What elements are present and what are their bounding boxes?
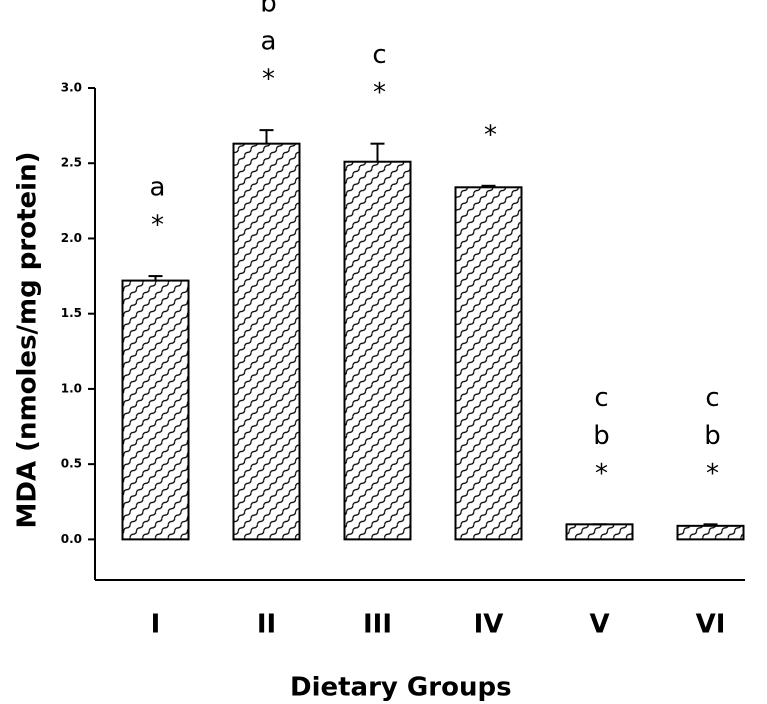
x-axis-label: Dietary Groups [290, 673, 512, 703]
annotation: b [704, 421, 721, 451]
x-tick-label: I [151, 610, 161, 640]
annotation: c [705, 383, 719, 413]
x-tick-label: V [589, 610, 609, 640]
bar [676, 524, 745, 541]
annotation: * [262, 65, 275, 95]
x-tick-label: II [257, 610, 276, 640]
bar [343, 160, 412, 541]
annotation: a [261, 27, 277, 57]
y-tick-label: 1.5 [61, 306, 82, 320]
bar [232, 142, 301, 541]
y-tick-label: 3.0 [61, 81, 82, 95]
y-tick-label: 2.5 [61, 156, 82, 170]
annotation: b [260, 0, 277, 19]
bar [565, 523, 634, 541]
annotation: b [593, 421, 610, 451]
x-tick-label: VI [696, 610, 726, 640]
annotation: * [373, 78, 386, 108]
annotation: a [150, 173, 166, 203]
annotation: c [594, 383, 608, 413]
y-tick-label: 1.0 [61, 381, 82, 395]
annotation: * [151, 211, 164, 241]
y-axis-label: MDA (nmoles/mg protein) [13, 152, 43, 529]
annotation: * [595, 459, 608, 489]
y-tick-label: 0.5 [61, 457, 82, 471]
y-tick-label: 2.0 [61, 231, 82, 245]
annotation: c [372, 40, 386, 70]
x-tick-label: III [363, 610, 392, 640]
bar [454, 186, 523, 541]
bar [121, 279, 190, 541]
x-tick-label: IV [474, 610, 504, 640]
annotation: * [484, 120, 497, 150]
annotation: * [706, 459, 719, 489]
y-tick-label: 0.0 [61, 532, 82, 546]
